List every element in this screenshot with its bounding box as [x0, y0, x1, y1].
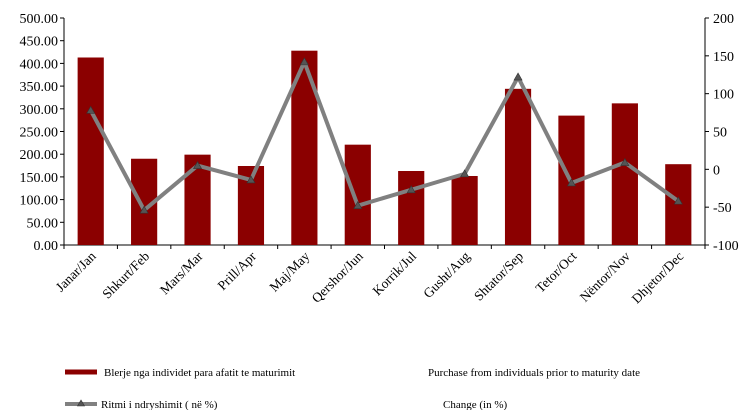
line-point [566, 178, 576, 187]
bar [611, 103, 638, 246]
line-path [88, 59, 680, 213]
bar [344, 144, 371, 245]
left-axis-ticks: 0.00 50.00 100.00 150.00 200.00 250.00 300.00 3… [20, 12, 64, 254]
right-tick-label: 50 [713, 126, 727, 141]
left-tick-label: 500.00 [20, 12, 59, 27]
right-tick-label: -100 [713, 239, 739, 254]
x-tick-label: Nëntor/Nov [577, 248, 633, 304]
line-point [513, 72, 523, 81]
legend-translation-bars: Purchase from individuals prior to matur… [428, 367, 640, 379]
left-tick-label: 200.00 [20, 148, 59, 163]
legend-triangle-marker-icon [76, 399, 86, 407]
right-tick-label: 100 [713, 88, 734, 103]
x-tick-label: Tetor/Oct [533, 248, 580, 295]
line-point [193, 160, 203, 169]
line-point [139, 205, 149, 214]
right-tick-label: -50 [713, 201, 732, 216]
line-point [620, 157, 630, 166]
bar-series [77, 50, 692, 246]
line-point [246, 175, 256, 184]
line-point [86, 105, 96, 114]
x-axis-ticks: Janar/Jan Shkurt/Feb Mars/Mar Prill/Apr Maj/… [53, 245, 706, 307]
axes [63, 18, 706, 246]
right-tick-label: 200 [713, 12, 734, 27]
left-tick-label: 150.00 [20, 171, 59, 186]
x-tick-label: Shtator/Sep [471, 248, 526, 303]
left-tick-label: 400.00 [20, 57, 59, 72]
legend-translation-line: Change (in %) [443, 399, 507, 410]
left-tick-label: 0.00 [34, 239, 59, 254]
right-axis-ticks: -100 -50 0 50 100 150 200 [705, 12, 739, 254]
bar [451, 175, 478, 245]
left-tick-label: 250.00 [20, 126, 59, 141]
x-tick-label: Mars/Mar [157, 248, 206, 297]
line-point [353, 201, 363, 209]
left-tick-label: 350.00 [20, 80, 59, 95]
line-point [460, 169, 470, 178]
x-tick-label: Shkurt/Feb [99, 248, 152, 301]
legend-label-line: Ritmi i ndryshimit ( në %) [101, 399, 218, 410]
legend-label-bars: Blerje nga individet para afatit te matu… [104, 367, 295, 379]
x-tick-label: Prill/Apr [215, 248, 260, 293]
bar [77, 57, 104, 245]
right-tick-label: 0 [713, 163, 720, 178]
legend: Blerje nga individet para afatit te matu… [65, 367, 640, 410]
x-tick-label: Maj/May [266, 248, 312, 294]
line-series [86, 57, 683, 214]
left-tick-label: 100.00 [20, 194, 59, 209]
bar [398, 170, 425, 245]
bar [504, 88, 532, 245]
left-tick-label: 50.00 [27, 216, 59, 231]
x-tick-label: Dhjetor/Dec [629, 249, 687, 307]
line-point [406, 185, 416, 194]
bar [665, 164, 692, 245]
x-tick-label: Korrik/Jul [369, 248, 419, 298]
line-point [673, 196, 683, 205]
left-tick-label: 450.00 [20, 35, 59, 50]
x-tick-label: Janar/Jan [53, 248, 99, 294]
right-tick-label: 150 [713, 50, 734, 65]
line-point [299, 57, 309, 66]
x-tick-label: Gusht/Aug [420, 248, 473, 301]
left-tick-label: 300.00 [20, 103, 59, 118]
x-tick-label: Qershor/Jun [309, 248, 366, 305]
